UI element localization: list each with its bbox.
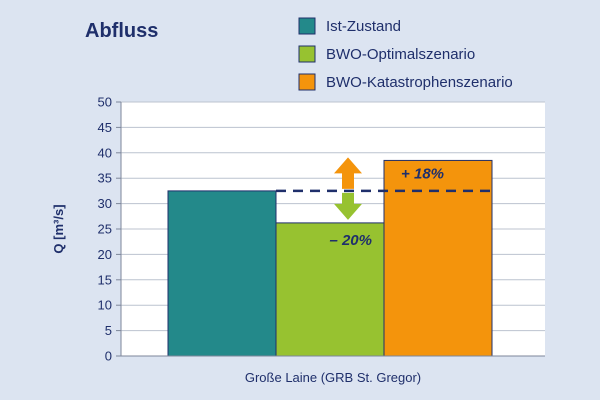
legend-swatch-2 — [298, 73, 316, 91]
bar-1 — [275, 222, 385, 357]
y-tick-label-10: 50 — [98, 95, 112, 110]
legend-label-1: BWO-Optimalszenario — [326, 46, 475, 63]
legend-label-2: BWO-Katastrophenszenario — [326, 74, 513, 91]
y-tick-label-7: 35 — [98, 171, 112, 186]
annotation-1: – 20% — [329, 232, 372, 249]
legend: Ist-Zustand BWO-Optimalszenario BWO-Katast… — [298, 17, 513, 91]
y-tick-label-0: 0 — [105, 349, 112, 364]
y-tick-label-6: 30 — [98, 196, 112, 211]
legend-label-0: Ist-Zustand — [326, 18, 401, 35]
bar-2 — [383, 159, 493, 357]
y-tick-label-2: 10 — [98, 298, 112, 313]
annotation-0: + 18% — [401, 165, 444, 182]
bar-0 — [167, 190, 277, 357]
decrease-arrow — [334, 192, 362, 220]
y-axis-label: Q [m³/s] — [51, 204, 66, 253]
y-tick-label-5: 25 — [98, 222, 112, 237]
y-tick-label-9: 45 — [98, 120, 112, 135]
y-tick-label-4: 20 — [98, 247, 112, 262]
increase-arrow — [334, 157, 362, 189]
y-axis: 0 5 10 15 20 25 30 35 40 45 50 — [98, 95, 545, 364]
chart-title: Abfluss — [85, 20, 158, 42]
legend-swatch-1 — [298, 45, 316, 63]
x-axis-label: Große Laine (GRB St. Gregor) — [245, 370, 421, 385]
legend-swatch-0 — [298, 17, 316, 35]
y-tick-label-1: 5 — [105, 323, 112, 338]
y-tick-label-3: 15 — [98, 272, 112, 287]
annotations: + 18% – 20% — [276, 157, 492, 249]
bars — [167, 159, 493, 357]
y-tick-label-8: 40 — [98, 145, 112, 160]
